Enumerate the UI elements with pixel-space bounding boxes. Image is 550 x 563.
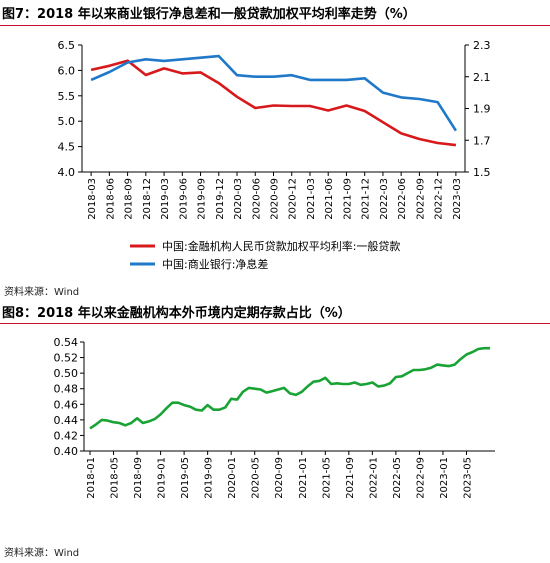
chart1-x-tick-label: 2022-09 — [415, 178, 426, 220]
figure2-title: 图8：2018 年以来金融机构本外币境内定期存款占比（%） — [2, 306, 351, 321]
chart2-series-time-deposit-share — [89, 346, 490, 430]
chart1-x-tick-label: 2020-03 — [233, 178, 244, 220]
chart1-right-tick-label: 2.3 — [473, 39, 491, 52]
chart1-series-loan-rate — [90, 59, 457, 147]
chart2-x-tick-label: 2020-09 — [274, 457, 285, 499]
chart2-y-tick-label: 0.40 — [54, 445, 79, 458]
figure2-source: 资料来源：Wind — [4, 548, 80, 559]
chart2-x-tick-label: 2022-05 — [392, 457, 403, 499]
chart2-x-tick-label: 2019-01 — [157, 457, 168, 499]
chart1-left-tick-label: 4.5 — [58, 141, 76, 154]
chart1-x-tick-label: 2018-12 — [142, 178, 153, 220]
figure1-source: 资料来源：Wind — [4, 287, 80, 298]
chart1-x-tick-label: 2018-06 — [105, 178, 116, 220]
chart2-y-tick-label: 0.46 — [54, 398, 79, 411]
chart1-x-tick-label: 2020-12 — [288, 178, 299, 220]
chart2-x-tick-label: 2021-05 — [321, 457, 332, 499]
chart1-x-tick-label: 2019-03 — [160, 178, 171, 220]
chart1-left-tick-label: 4.0 — [58, 166, 76, 179]
chart1-left-tick-label: 6.5 — [58, 39, 76, 52]
chart1-series-net-interest-margin — [90, 54, 457, 132]
chart2-y-tick-label: 0.48 — [54, 383, 79, 396]
chart1-x-tick-label: 2018-03 — [87, 178, 98, 220]
chart2-x-tick-label: 2022-01 — [368, 457, 379, 499]
chart1-right-tick-label: 1.5 — [473, 166, 491, 179]
chart1-x-tick-label: 2022-12 — [434, 178, 445, 220]
chart2-x-tick-label: 2023-01 — [439, 457, 450, 499]
chart1-x-tick-label: 2020-06 — [251, 178, 262, 220]
chart2-x-tick-label: 2021-09 — [345, 457, 356, 499]
chart1-x-tick-label: 2023-03 — [452, 178, 463, 220]
chart1-x-tick-label: 2021-03 — [306, 178, 317, 220]
chart1-x-tick-label: 2019-09 — [197, 178, 208, 220]
chart2-x-tick-label: 2023-05 — [462, 457, 473, 499]
chart2-time-deposit-share: 0.40 0.42 0.44 0.46 0.48 0.50 0.52 0.54 2018-01 2… — [54, 336, 495, 499]
chart1-right-tick-label: 2.1 — [473, 71, 491, 84]
chart2-y-tick-label: 0.42 — [54, 429, 79, 442]
chart1-net-interest-margin-and-loan-rate: 4.0 4.5 5.0 5.5 6.0 6.5 1.5 1.7 1.9 2.1 2.3 2018-03… — [58, 39, 491, 271]
figure1-title-rule — [0, 25, 550, 26]
chart1-x-tick-label: 2020-09 — [270, 178, 281, 220]
chart1-legend-label: 中国:金融机构人民币贷款加权平均利率:一般贷款 — [162, 239, 400, 253]
chart2-x-tick-label: 2018-09 — [133, 457, 144, 499]
chart2-x-tick-label: 2018-01 — [86, 457, 97, 499]
chart1-x-tick-label: 2019-06 — [178, 178, 189, 220]
chart1-x-tick-label: 2019-12 — [215, 178, 226, 220]
chart1-left-tick-label: 5.0 — [58, 115, 76, 128]
chart1-right-tick-label: 1.7 — [473, 134, 491, 147]
chart2-x-tick-label: 2020-05 — [251, 457, 262, 499]
chart1-left-tick-label: 5.5 — [58, 90, 76, 103]
chart2-y-tick-label: 0.54 — [54, 336, 79, 349]
chart2-x-tick-label: 2019-05 — [180, 457, 191, 499]
figure2-title-rule — [0, 323, 550, 324]
chart1-x-tick-label: 2022-06 — [397, 178, 408, 220]
chart1-left-tick-label: 6.0 — [58, 64, 76, 77]
chart2-y-tick-label: 0.52 — [54, 352, 79, 365]
chart1-x-tick-label: 2022-03 — [379, 178, 390, 220]
chart1-x-tick-label: 2021-09 — [342, 178, 353, 220]
chart1-x-tick-label: 2021-12 — [361, 178, 372, 220]
figure1-title: 图7：2018 年以来商业银行净息差和一般贷款加权平均利率走势（%） — [2, 7, 416, 22]
chart2-x-tick-label: 2018-05 — [110, 457, 121, 499]
chart2-x-tick-label: 2019-09 — [204, 457, 215, 499]
chart2-y-tick-label: 0.50 — [54, 367, 79, 380]
chart1-x-tick-label: 2018-09 — [124, 178, 135, 220]
chart2-x-tick-label: 2022-09 — [415, 457, 426, 499]
chart2-x-tick-label: 2021-01 — [298, 457, 309, 499]
chart1-x-tick-label: 2021-06 — [324, 178, 335, 220]
chart1-right-tick-label: 1.9 — [473, 103, 491, 116]
chart2-x-tick-label: 2020-01 — [227, 457, 238, 499]
chart1-legend-label: 中国:商业银行:净息差 — [162, 257, 268, 271]
chart2-y-tick-label: 0.44 — [54, 414, 79, 427]
